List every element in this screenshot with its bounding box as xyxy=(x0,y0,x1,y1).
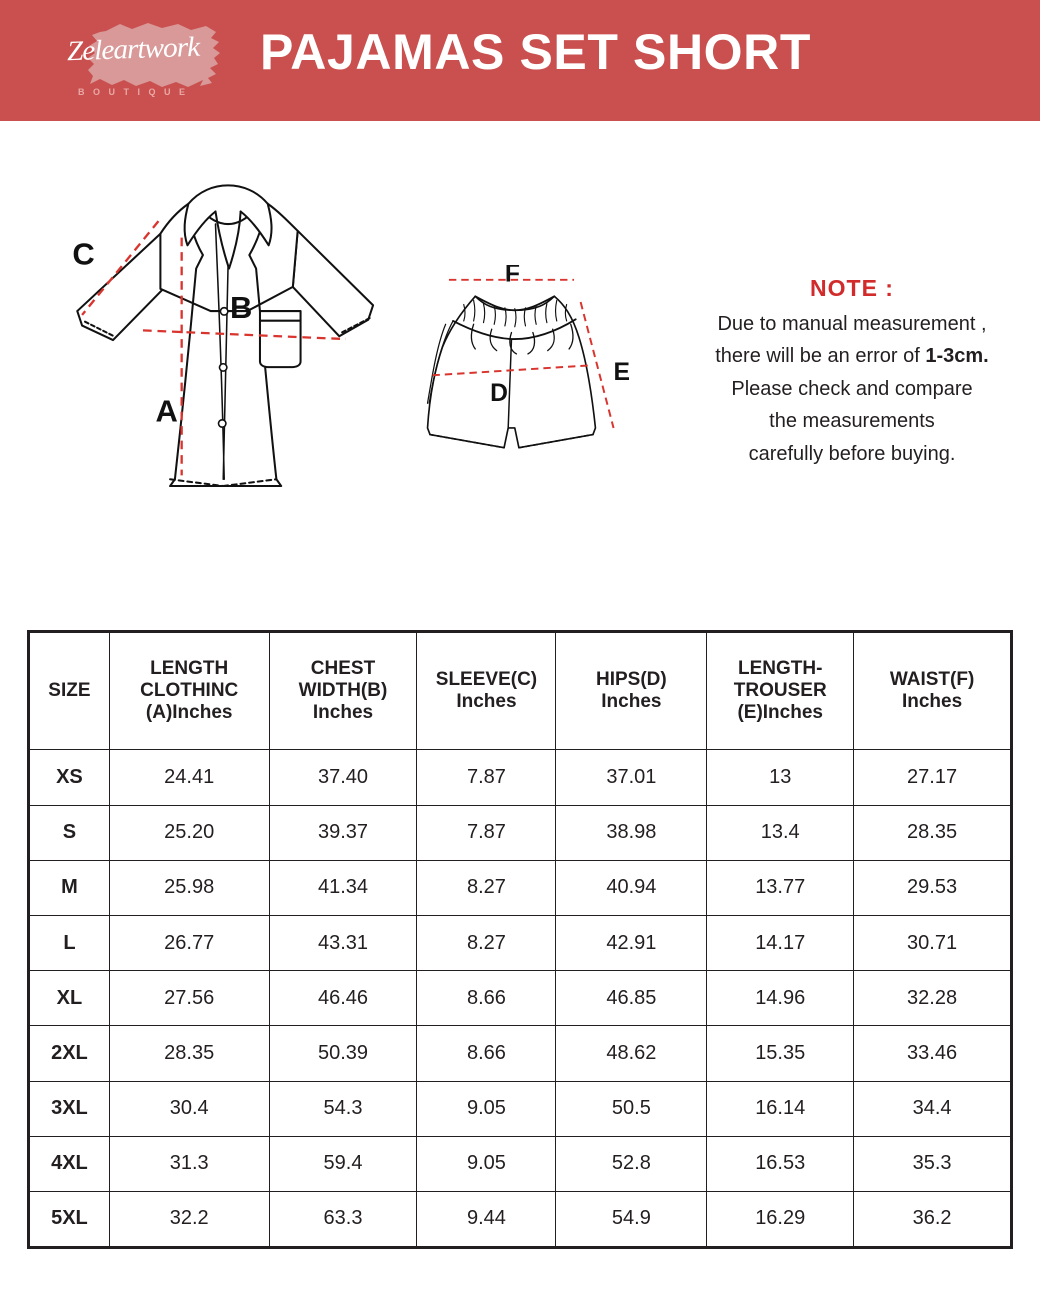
svg-text:C: C xyxy=(72,237,94,272)
svg-text:E: E xyxy=(614,359,630,386)
svg-text:A: A xyxy=(156,393,178,428)
svg-text:D: D xyxy=(490,380,508,407)
svg-text:B: B xyxy=(230,290,252,325)
svg-text:F: F xyxy=(505,265,520,287)
